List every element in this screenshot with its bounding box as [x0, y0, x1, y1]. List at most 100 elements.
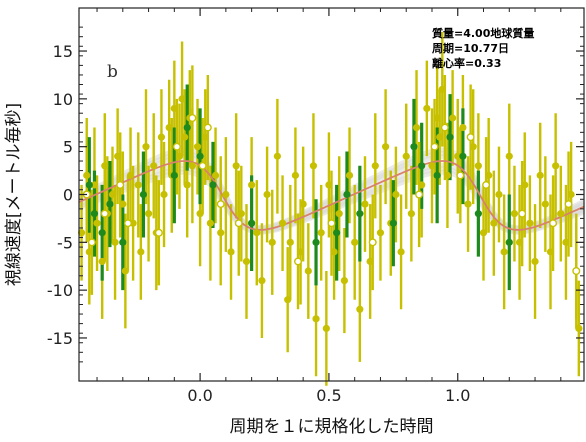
- data-point-yellow-94: [495, 190, 503, 199]
- data-point-yellow-87: [459, 123, 467, 132]
- data-point-yellow-53: [296, 248, 305, 256]
- data-point-yellow-104: [546, 248, 555, 256]
- y-tick-label-1: -10: [47, 281, 73, 300]
- data-point-yellow-64: [345, 171, 354, 179]
- data-point-yellow-65: [351, 238, 359, 246]
- data-point-yellow-43: [248, 181, 256, 189]
- data-point-open-10: [216, 200, 225, 209]
- panel-label: b: [107, 62, 118, 82]
- data-point-open-18: [456, 171, 465, 180]
- data-point-yellow-84: [443, 171, 452, 179]
- data-point-yellow-110: [575, 324, 583, 332]
- data-point-yellow-51: [286, 238, 294, 246]
- data-point-yellow-81: [433, 114, 441, 122]
- data-point-green-14: [356, 210, 364, 218]
- data-point-yellow-29: [183, 181, 191, 189]
- data-point-yellow-37: [217, 229, 225, 237]
- data-point-green-15: [389, 219, 397, 227]
- y-tick-label-6: 15: [53, 42, 73, 61]
- data-point-open-19: [466, 133, 475, 142]
- data-point-green-12: [333, 229, 341, 237]
- data-point-open-24: [572, 267, 581, 276]
- data-point-green-2: [98, 229, 106, 237]
- data-point-yellow-58: [317, 229, 325, 237]
- data-point-yellow-46: [263, 190, 271, 199]
- data-point-open-22: [549, 219, 558, 228]
- data-point-yellow-62: [335, 210, 343, 218]
- data-point-yellow-0: [77, 229, 86, 237]
- data-point-open-4: [123, 219, 132, 228]
- data-point-yellow-88: [464, 200, 472, 208]
- data-point-open-9: [203, 123, 212, 132]
- data-point-yellow-39: [227, 248, 235, 256]
- data-point-yellow-23: [165, 123, 173, 132]
- data-point-yellow-16: [137, 248, 145, 256]
- y-tick-label-4: 5: [63, 138, 73, 157]
- data-point-yellow-5: [98, 257, 106, 266]
- data-point-yellow-76: [407, 210, 415, 218]
- data-point-yellow-86: [454, 152, 462, 160]
- data-point-yellow-36: [211, 171, 220, 179]
- annotation-line-2: 離心率=0.33: [432, 56, 501, 70]
- data-point-yellow-47: [268, 238, 276, 246]
- data-point-yellow-90: [474, 162, 482, 170]
- data-point-yellow-92: [485, 171, 493, 179]
- data-point-green-5: [139, 190, 148, 199]
- data-point-green-13: [343, 190, 351, 199]
- data-point-yellow-93: [490, 219, 498, 227]
- data-point-yellow-105: [552, 162, 560, 170]
- data-point-yellow-31: [188, 162, 196, 170]
- data-point-yellow-89: [469, 143, 477, 151]
- data-point-yellow-11: [119, 200, 127, 208]
- data-point-open-17: [440, 123, 449, 132]
- y-tick-label-2: -5: [57, 233, 73, 252]
- data-point-open-12: [294, 257, 303, 266]
- data-point-yellow-98: [515, 238, 524, 246]
- data-point-yellow-95: [500, 248, 508, 256]
- data-point-yellow-85: [448, 114, 457, 122]
- data-point-yellow-1: [83, 171, 91, 179]
- data-point-open-20: [482, 180, 491, 189]
- model-curve: [78, 160, 585, 231]
- data-point-open-21: [518, 209, 527, 218]
- data-point-yellow-18: [144, 210, 153, 218]
- data-point-green-21: [474, 210, 482, 218]
- data-point-open-15: [415, 190, 424, 199]
- data-point-yellow-59: [322, 324, 330, 332]
- data-point-yellow-61: [330, 248, 338, 256]
- data-point-yellow-60: [325, 181, 333, 189]
- data-point-yellow-19: [150, 162, 158, 170]
- data-point-yellow-99: [521, 181, 529, 189]
- x-axis-title: 周期を１に規格化した時間: [230, 417, 434, 437]
- data-point-yellow-22: [160, 190, 168, 199]
- data-point-yellow-71: [382, 143, 390, 151]
- data-point-green-17: [418, 162, 426, 170]
- data-point-green-19: [446, 133, 454, 141]
- data-point-green-6: [170, 171, 178, 179]
- annotation-line-0: 質量=4.00地球質量: [432, 26, 534, 40]
- data-point-open-11: [234, 219, 243, 228]
- data-point-yellow-3: [90, 181, 99, 189]
- data-point-yellow-44: [253, 229, 261, 237]
- data-point-yellow-77: [412, 123, 421, 132]
- data-point-layer: [77, 85, 583, 332]
- data-point-yellow-74: [397, 248, 405, 256]
- data-point-yellow-32: [193, 143, 202, 151]
- data-point-yellow-91: [479, 229, 488, 237]
- data-point-open-7: [188, 113, 197, 122]
- data-point-yellow-2: [85, 248, 93, 256]
- data-point-yellow-9: [111, 238, 119, 246]
- y-axis-title: 視線速度[メートル毎秒]: [4, 103, 24, 286]
- data-point-yellow-48: [273, 152, 281, 160]
- data-point-yellow-26: [175, 152, 184, 160]
- data-point-open-8: [198, 161, 207, 170]
- data-point-yellow-55: [304, 267, 312, 275]
- data-point-yellow-73: [392, 190, 400, 199]
- data-point-yellow-15: [134, 181, 142, 189]
- data-point-yellow-45: [258, 276, 266, 285]
- data-point-green-4: [119, 238, 127, 246]
- data-point-open-16: [430, 142, 439, 151]
- data-point-yellow-63: [340, 276, 348, 285]
- data-point-green-18: [433, 171, 441, 179]
